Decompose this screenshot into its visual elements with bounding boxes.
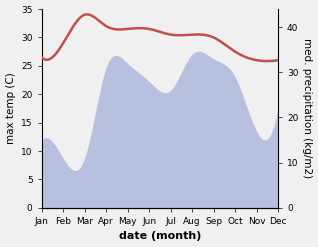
Y-axis label: max temp (C): max temp (C) bbox=[5, 73, 16, 144]
X-axis label: date (month): date (month) bbox=[119, 231, 201, 242]
Y-axis label: med. precipitation (kg/m2): med. precipitation (kg/m2) bbox=[302, 38, 313, 179]
